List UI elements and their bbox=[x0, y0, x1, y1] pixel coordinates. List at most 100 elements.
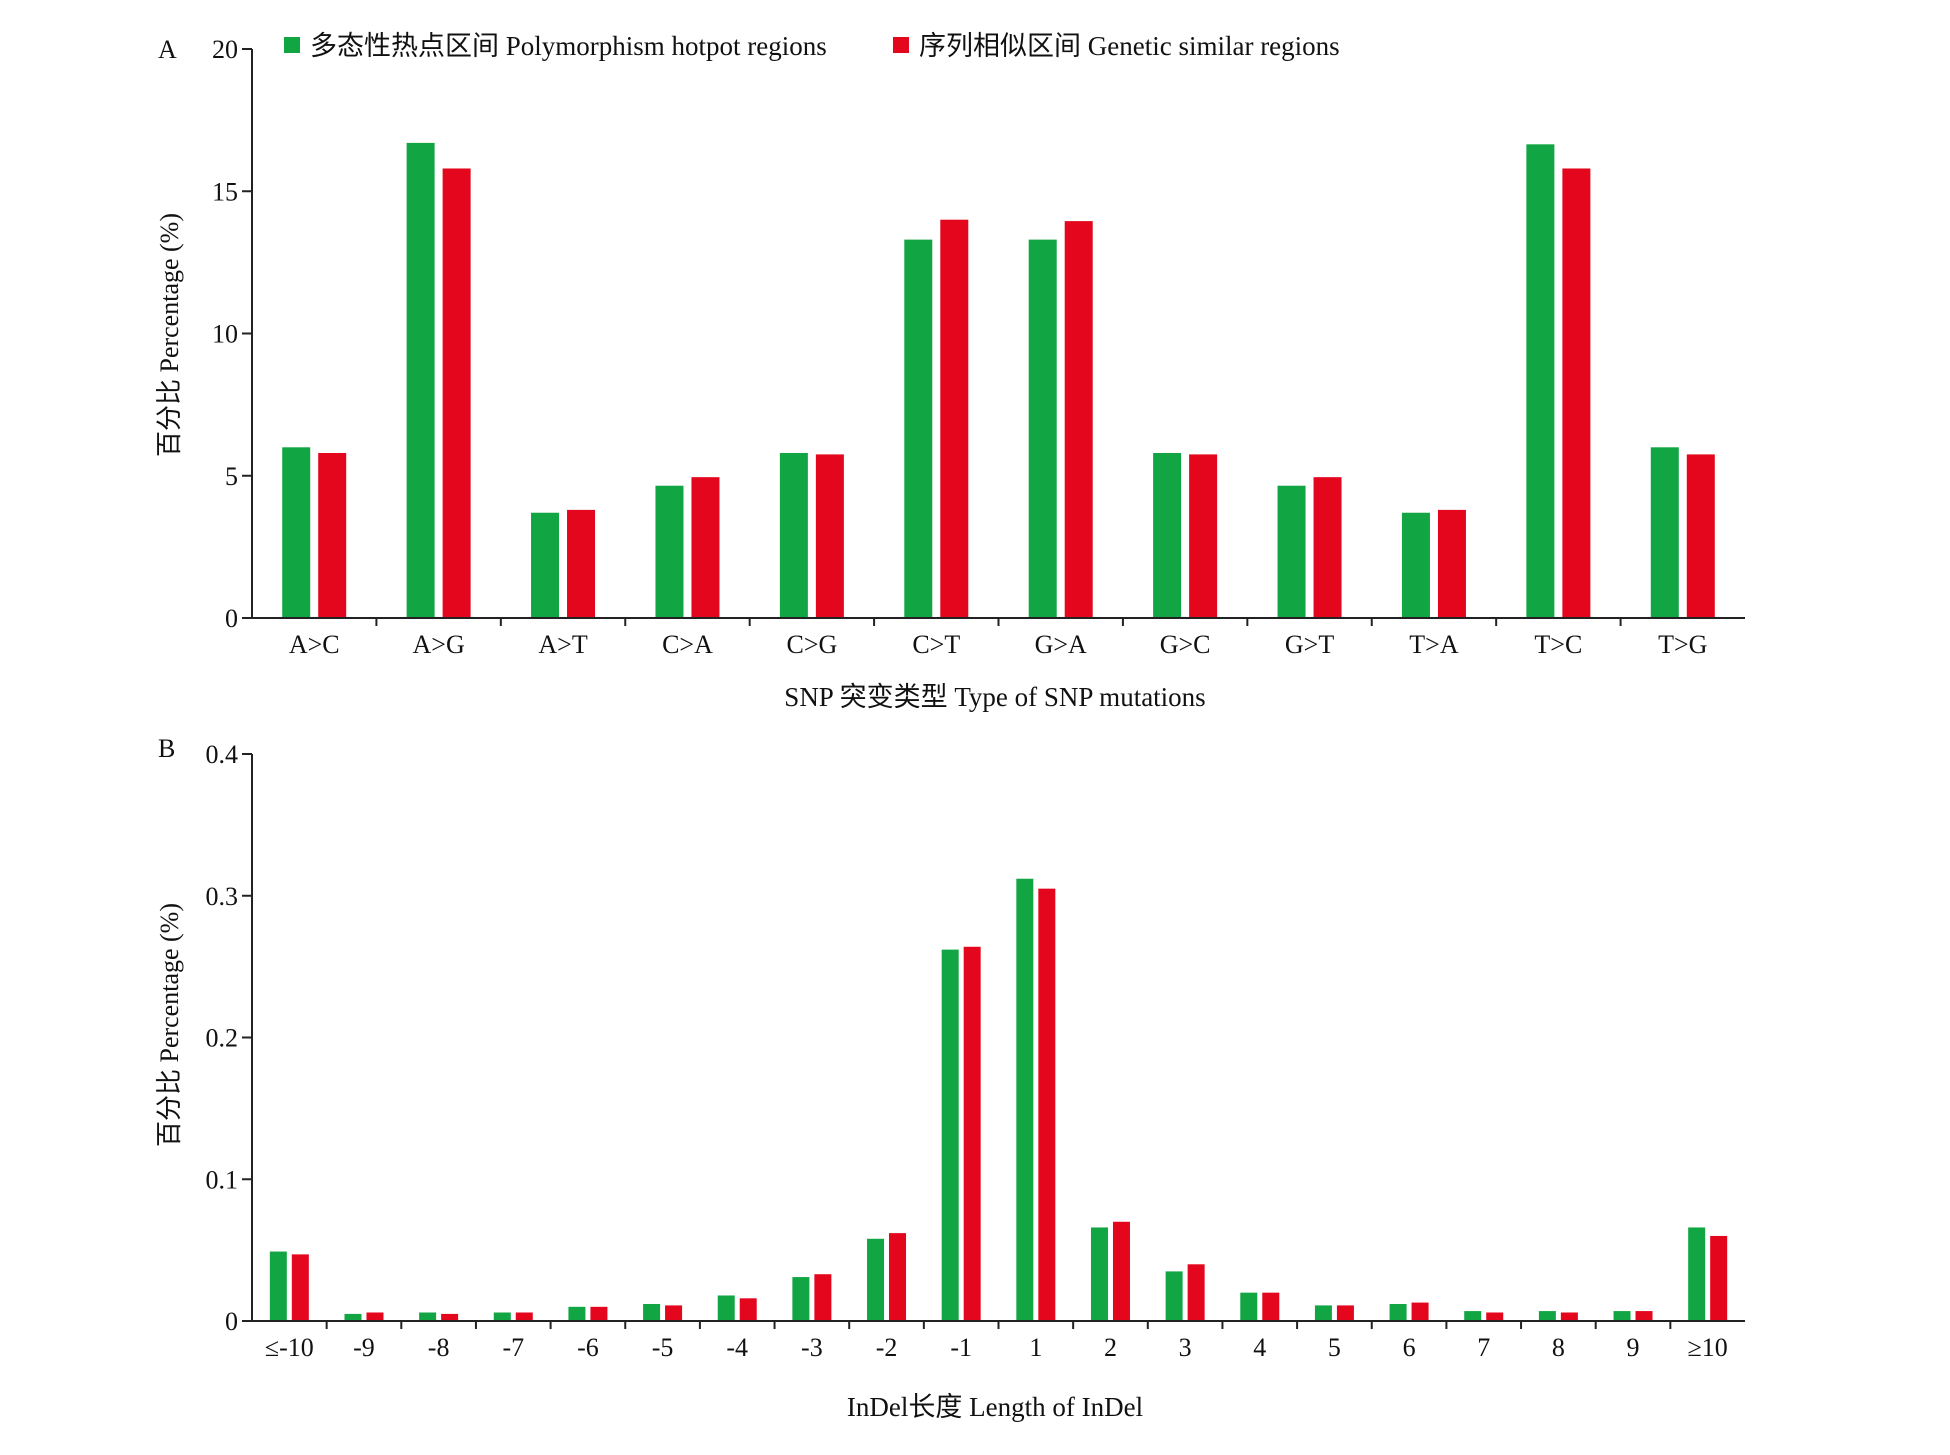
bar-genetic-similar bbox=[815, 454, 844, 618]
y-tick-label: 15 bbox=[212, 177, 238, 206]
x-tick-label: 2 bbox=[1104, 1333, 1117, 1362]
bar-genetic-similar bbox=[1262, 1292, 1280, 1321]
bar-genetic-similar bbox=[1189, 454, 1218, 618]
panel-b-y-ticks: 0 0.1 0.2 0.3 0.4 bbox=[206, 740, 252, 1336]
legend-label-polymorphism: 多态性热点区间 Polymorphism hotpot regions bbox=[310, 31, 827, 61]
bar-genetic-similar bbox=[1560, 1312, 1578, 1321]
bar-polymorphism bbox=[904, 239, 933, 619]
bar-polymorphism bbox=[269, 1251, 287, 1321]
x-tick-label: -2 bbox=[876, 1333, 898, 1362]
bar-genetic-similar bbox=[963, 946, 981, 1321]
legend-swatch-genetic-similar bbox=[893, 37, 909, 53]
y-tick-label: 0 bbox=[225, 604, 238, 633]
x-tick-label: T>C bbox=[1534, 630, 1582, 659]
bar-polymorphism bbox=[1538, 1311, 1556, 1321]
bar-genetic-similar bbox=[515, 1312, 533, 1321]
bar-polymorphism bbox=[1165, 1271, 1183, 1321]
x-tick-label: C>A bbox=[662, 630, 713, 659]
y-tick-label: 0.4 bbox=[206, 740, 239, 769]
y-tick-label: 20 bbox=[212, 35, 238, 64]
bar-polymorphism bbox=[867, 1238, 885, 1321]
y-tick-label: 0.1 bbox=[206, 1165, 239, 1194]
bar-genetic-similar bbox=[590, 1306, 608, 1321]
x-tick-label: -3 bbox=[801, 1333, 823, 1362]
bar-polymorphism bbox=[643, 1303, 661, 1321]
x-tick-label: 6 bbox=[1403, 1333, 1416, 1362]
x-tick-label: ≤-10 bbox=[265, 1333, 314, 1362]
bar-polymorphism bbox=[1090, 1227, 1108, 1321]
panel-b-x-ticks: ≤-10 -9 -8 -7 -6 -5 -4 -3 -2 -1 1 2 3 4 5 6 7 8 9 ≥10 bbox=[265, 1321, 1728, 1362]
x-tick-label: 8 bbox=[1552, 1333, 1565, 1362]
x-tick-label: -1 bbox=[950, 1333, 972, 1362]
bar-polymorphism bbox=[779, 452, 808, 618]
panel-a-bars bbox=[282, 142, 1715, 619]
bar-polymorphism bbox=[1464, 1311, 1482, 1321]
bar-genetic-similar bbox=[1437, 509, 1466, 618]
bar-genetic-similar bbox=[441, 1313, 459, 1321]
bar-genetic-similar bbox=[366, 1312, 384, 1321]
bar-genetic-similar bbox=[1486, 1312, 1504, 1321]
x-tick-label: T>A bbox=[1409, 630, 1459, 659]
x-tick-label: T>G bbox=[1658, 630, 1707, 659]
x-tick-label: 1 bbox=[1029, 1333, 1042, 1362]
bar-polymorphism bbox=[1613, 1311, 1631, 1321]
x-tick-label: C>G bbox=[786, 630, 837, 659]
bar-genetic-similar bbox=[940, 219, 969, 618]
panel-b-x-axis-label: InDel长度 Length of InDel bbox=[847, 1392, 1143, 1422]
x-tick-label: G>C bbox=[1160, 630, 1211, 659]
x-tick-label: C>T bbox=[912, 630, 960, 659]
x-tick-label: G>A bbox=[1035, 630, 1087, 659]
bar-genetic-similar bbox=[889, 1233, 907, 1321]
panel-b: B 百分比 Percentage (%) InDel长度 Length of I… bbox=[155, 734, 1745, 1422]
bar-genetic-similar bbox=[1064, 221, 1093, 618]
bar-polymorphism bbox=[941, 949, 959, 1321]
bar-polymorphism bbox=[1153, 452, 1182, 618]
panel-a-label: A bbox=[158, 35, 177, 64]
x-tick-label: 5 bbox=[1328, 1333, 1341, 1362]
y-tick-label: 10 bbox=[212, 320, 238, 349]
bar-genetic-similar bbox=[318, 452, 347, 618]
bar-polymorphism bbox=[792, 1277, 810, 1321]
x-tick-label: 4 bbox=[1253, 1333, 1266, 1362]
bar-genetic-similar bbox=[291, 1254, 309, 1321]
bar-genetic-similar bbox=[1112, 1221, 1130, 1321]
legend-label-genetic-similar: 序列相似区间 Genetic similar regions bbox=[919, 31, 1340, 61]
y-tick-label: 0.3 bbox=[206, 882, 239, 911]
legend-swatch-polymorphism bbox=[284, 37, 300, 53]
bar-genetic-similar bbox=[1038, 888, 1056, 1321]
bar-polymorphism bbox=[1277, 485, 1306, 618]
bar-polymorphism bbox=[568, 1306, 586, 1321]
bar-genetic-similar bbox=[1336, 1305, 1354, 1321]
bar-genetic-similar bbox=[1710, 1235, 1728, 1321]
bar-genetic-similar bbox=[665, 1305, 683, 1321]
bar-genetic-similar bbox=[1686, 454, 1715, 618]
bar-genetic-similar bbox=[1411, 1302, 1429, 1321]
x-tick-label: -7 bbox=[502, 1333, 524, 1362]
bar-genetic-similar bbox=[567, 509, 596, 618]
bar-genetic-similar bbox=[1313, 477, 1342, 618]
panel-a-x-ticks: A>C A>G A>T C>A C>G C>T G>A G>C G>T T>A T>C T>G bbox=[289, 618, 1707, 659]
x-tick-label: -8 bbox=[428, 1333, 450, 1362]
bar-genetic-similar bbox=[691, 477, 720, 618]
bar-polymorphism bbox=[531, 512, 560, 618]
y-tick-label: 5 bbox=[225, 462, 238, 491]
bar-polymorphism bbox=[1028, 239, 1057, 619]
bar-genetic-similar bbox=[814, 1274, 832, 1321]
bar-polymorphism bbox=[282, 447, 311, 618]
x-tick-label: A>G bbox=[413, 630, 465, 659]
bar-polymorphism bbox=[655, 485, 684, 618]
y-tick-label: 0.2 bbox=[206, 1024, 239, 1053]
x-tick-label: 3 bbox=[1179, 1333, 1192, 1362]
panel-a-y-ticks: 0 5 10 15 20 bbox=[212, 35, 252, 633]
x-tick-label: ≥10 bbox=[1688, 1333, 1728, 1362]
x-tick-label: 9 bbox=[1627, 1333, 1640, 1362]
bar-polymorphism bbox=[1650, 447, 1679, 618]
bar-polymorphism bbox=[1688, 1227, 1706, 1321]
x-tick-label: A>T bbox=[538, 630, 587, 659]
legend: 多态性热点区间 Polymorphism hotpot regions 序列相似… bbox=[284, 31, 1340, 61]
bar-polymorphism bbox=[1389, 1303, 1407, 1321]
bar-genetic-similar bbox=[1635, 1311, 1653, 1321]
panel-a-x-axis-label: SNP 突变类型 Type of SNP mutations bbox=[784, 682, 1205, 712]
bar-polymorphism bbox=[717, 1295, 735, 1321]
